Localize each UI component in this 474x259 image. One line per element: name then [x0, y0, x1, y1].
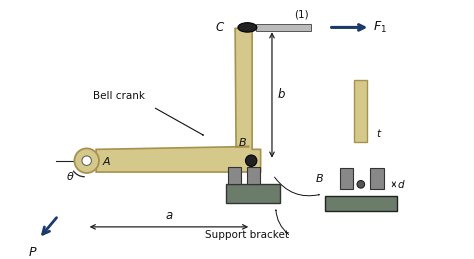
Ellipse shape [238, 23, 257, 32]
FancyArrowPatch shape [274, 177, 319, 196]
Bar [228, 167, 241, 184]
Bar [354, 80, 367, 142]
Circle shape [74, 148, 99, 173]
Text: Bell crank: Bell crank [93, 91, 145, 101]
Bar [256, 24, 311, 31]
Text: Support bracket: Support bracket [205, 230, 290, 240]
FancyArrowPatch shape [155, 108, 203, 135]
Text: $A$: $A$ [102, 155, 111, 167]
Bar [325, 196, 397, 211]
Circle shape [246, 155, 257, 166]
Text: $P$: $P$ [28, 246, 38, 259]
Bar [370, 168, 383, 189]
Text: $t$: $t$ [376, 127, 383, 139]
FancyArrowPatch shape [276, 210, 289, 235]
Text: (1): (1) [294, 9, 309, 19]
Bar [226, 184, 281, 203]
Bar [247, 167, 260, 184]
Text: $d$: $d$ [397, 178, 405, 190]
Bar [340, 168, 353, 189]
Polygon shape [96, 28, 261, 172]
Circle shape [82, 156, 91, 166]
Text: $\theta$: $\theta$ [66, 170, 74, 182]
Text: $C$: $C$ [215, 21, 225, 34]
Circle shape [357, 181, 365, 188]
Text: $b$: $b$ [277, 87, 286, 100]
Text: $B$: $B$ [238, 135, 247, 148]
Text: $a$: $a$ [165, 209, 173, 222]
Text: $B$: $B$ [316, 172, 324, 184]
Text: $F_1$: $F_1$ [373, 20, 387, 35]
